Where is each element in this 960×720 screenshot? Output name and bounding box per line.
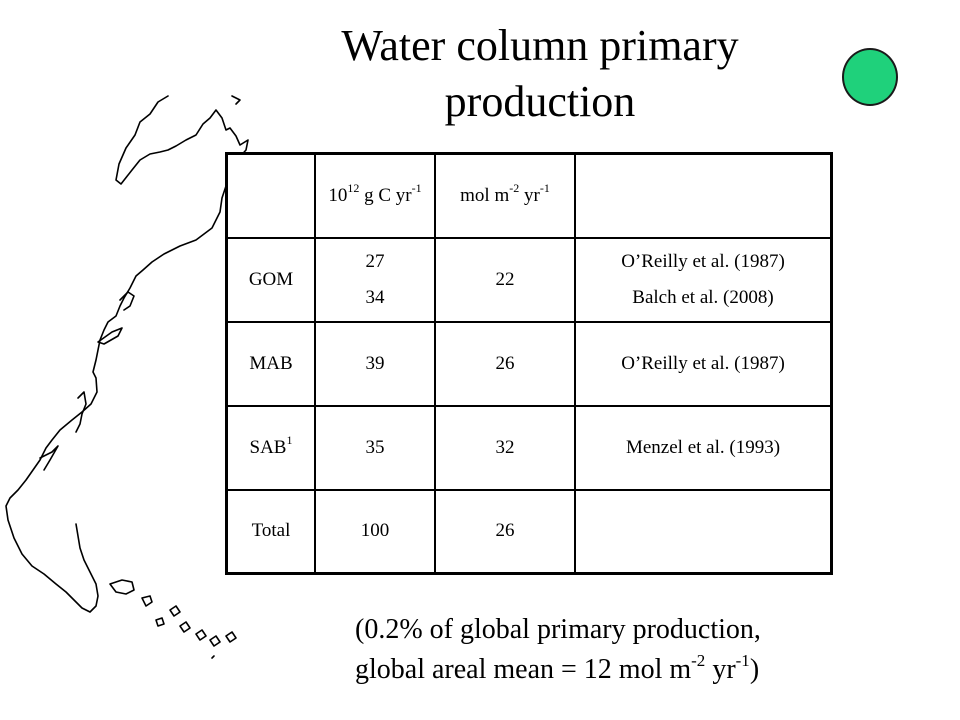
reference-text: O’Reilly et al. (1987) <box>621 250 785 272</box>
header-unit-exponent-2: -1 <box>411 180 422 195</box>
production-value-alt: 34 <box>365 286 385 308</box>
areal-cell: 26 <box>434 320 576 407</box>
region-cell: GOM <box>225 236 316 323</box>
areal-cell: 22 <box>434 236 576 323</box>
table-row: MAB 39 26 O’Reilly et al. (1987) <box>225 320 833 407</box>
footnote-line-2-a: global areal mean = 12 mol m <box>355 654 692 685</box>
header-cell-reference <box>574 152 833 239</box>
region-label: GOM <box>248 268 294 290</box>
bahamas-island-4 <box>179 621 191 633</box>
footnote-exp-1: -2 <box>691 651 706 670</box>
header-cell-total-production: 1012 g C yr-1 <box>314 152 436 239</box>
bahamas-island-5 <box>195 629 207 641</box>
newfoundland-edge <box>231 95 241 105</box>
slide-title: Water column primary production <box>300 18 780 130</box>
table-header-row: 1012 g C yr-1 mol m-2 yr-1 <box>225 152 833 239</box>
slide-title-line-2: production <box>444 77 636 126</box>
cape-cod <box>119 291 135 311</box>
cuba-island <box>109 579 135 595</box>
table-row: Total 100 26 <box>225 488 833 575</box>
slide-title-line-1: Water column primary <box>341 21 739 70</box>
header-unit-exponent: 12 <box>347 180 360 195</box>
green-circle-marker <box>842 48 898 106</box>
reference-cell: O’Reilly et al. (1987) Balch et al. (2008… <box>574 236 833 323</box>
cape-hatteras <box>39 445 59 471</box>
footnote-exp-2: -1 <box>735 651 750 670</box>
table-row: GOM 27 34 22 O’Reilly et al. (1987) Balch … <box>225 236 833 323</box>
header-areal-a: mol m <box>460 184 510 206</box>
production-cell: 27 34 <box>314 236 436 323</box>
reference-cell: Menzel et al. (1993) <box>574 404 833 491</box>
bahamas-island-8 <box>211 655 215 659</box>
production-cell: 39 <box>314 320 436 407</box>
region-cell: MAB <box>225 320 316 407</box>
areal-cell: 26 <box>434 488 576 575</box>
bahamas-island-3 <box>155 617 165 627</box>
chesapeake-bay <box>75 391 87 433</box>
bahamas-island-1 <box>141 595 153 607</box>
region-label: Total <box>251 520 291 542</box>
region-cell: SAB1 <box>225 404 316 491</box>
reference-text-alt: Balch et al. (2008) <box>632 286 774 308</box>
reference-cell <box>574 488 833 575</box>
header-areal-exp1: -2 <box>509 180 520 195</box>
header-cell-areal-production: mol m-2 yr-1 <box>434 152 576 239</box>
gulf-of-st-lawrence-coast <box>115 95 249 185</box>
reference-cell: O’Reilly et al. (1987) <box>574 320 833 407</box>
region-cell: Total <box>225 488 316 575</box>
footnote-line-1: (0.2% of global primary production, <box>355 614 761 645</box>
production-value: 27 <box>365 250 385 272</box>
footnote-line-2-b: yr <box>705 654 736 685</box>
header-areal-b: yr <box>519 184 540 206</box>
header-cell-region <box>225 152 316 239</box>
production-cell: 100 <box>314 488 436 575</box>
atlantic-coastline <box>5 159 229 613</box>
bahamas-island-2 <box>169 605 181 617</box>
header-unit-base: 10 <box>328 184 348 206</box>
region-label: SAB <box>249 436 287 458</box>
table-row: SAB1 35 32 Menzel et al. (1993) <box>225 404 833 491</box>
production-table: 1012 g C yr-1 mol m-2 yr-1 GOM 27 34 22 O… <box>225 152 833 575</box>
footnote-line-2-c: ) <box>749 654 760 685</box>
header-areal-exp2: -1 <box>539 180 550 195</box>
production-cell: 35 <box>314 404 436 491</box>
footnote-text: (0.2% of global primary production, glob… <box>355 610 761 690</box>
region-footnote-marker: 1 <box>286 432 293 447</box>
long-island <box>97 327 123 345</box>
region-label: MAB <box>249 352 293 374</box>
areal-cell: 32 <box>434 404 576 491</box>
header-unit-rest: g C yr <box>359 184 412 206</box>
bahamas-island-6 <box>209 635 221 647</box>
bahamas-island-7 <box>225 631 237 643</box>
